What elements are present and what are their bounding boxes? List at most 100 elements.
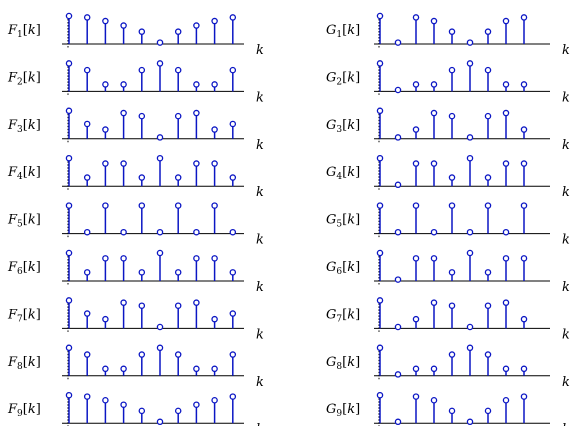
stem-marker (193, 401, 200, 408)
stem-marker (430, 109, 438, 117)
stem-marker (120, 255, 127, 262)
stem-marker (229, 269, 237, 276)
stem-marker (466, 249, 474, 257)
stem-marker (520, 160, 528, 167)
stem-marker (430, 365, 438, 373)
stem-marker (174, 407, 182, 415)
stem-marker (65, 60, 73, 67)
axis-label-k: k (562, 138, 570, 153)
stem-marker (174, 28, 182, 35)
stem-marker (466, 228, 474, 236)
panel-label: G3[k] (326, 118, 360, 135)
stem-marker (412, 14, 420, 21)
stem-marker (394, 228, 402, 236)
stem-marker (83, 174, 91, 181)
stem-marker (448, 174, 456, 181)
stem-marker (430, 17, 438, 25)
stem-marker (174, 302, 182, 309)
stem-marker (65, 344, 73, 352)
stem-marker (484, 269, 492, 276)
stem-marker (138, 407, 146, 415)
stem-marker (174, 66, 182, 74)
stem-marker (520, 365, 528, 373)
axis-label-k: k (562, 422, 570, 426)
stem-marker (466, 60, 474, 67)
stem-marker (156, 134, 164, 141)
stem-marker (394, 371, 402, 378)
stem-marker (502, 396, 510, 404)
stem-marker (65, 202, 73, 209)
right-panel-g7: G7[k] k (326, 297, 570, 342)
stem-marker (211, 365, 218, 373)
stem-marker (83, 269, 91, 276)
stem-marker (211, 202, 218, 209)
stem-marker (466, 154, 474, 162)
axis-label-k: k (256, 327, 264, 342)
stem-marker (156, 249, 164, 257)
stem-marker (484, 28, 492, 35)
stem-marker (430, 396, 438, 404)
panel-label: F1[k] (7, 23, 41, 40)
stem-marker (211, 160, 218, 167)
stem-marker (120, 22, 127, 29)
stem-marker (448, 112, 456, 120)
stem-marker (229, 228, 237, 236)
stem-marker (102, 81, 109, 88)
stem-marker (484, 302, 492, 309)
left-panel-f7: F7[k] k (7, 297, 264, 342)
panel-label: G5[k] (326, 213, 360, 230)
axis-label-k: k (256, 233, 264, 248)
right-panel-g3: G3[k] k (326, 107, 570, 153)
stem-marker (156, 154, 164, 162)
stem-marker (138, 202, 146, 209)
axis-label-k: k (256, 90, 264, 105)
stem-marker (102, 255, 109, 262)
stem-marker (448, 66, 456, 74)
stem-marker (120, 81, 127, 88)
stem-marker (211, 17, 218, 25)
panel-label: G8[k] (326, 355, 360, 372)
stem-marker (376, 154, 384, 162)
stem-marker (193, 299, 200, 306)
stem-marker (138, 351, 146, 358)
stem-marker (466, 344, 474, 352)
left-panel-f2: F2[k] k (7, 60, 264, 105)
stem-marker (174, 351, 182, 358)
stem-marker (211, 255, 218, 262)
stem-marker (412, 255, 420, 262)
stem-marker (193, 81, 200, 88)
panel-label: F8[k] (7, 355, 41, 372)
stem-marker (193, 255, 200, 262)
stem-marker (520, 81, 528, 88)
stem-marker (412, 126, 420, 133)
stem-marker (412, 160, 420, 167)
left-panel-f5: F5[k] k (7, 202, 264, 248)
stem-marker (448, 407, 456, 415)
panel-label: G9[k] (326, 402, 360, 419)
stem-marker (193, 22, 200, 29)
stem-marker (83, 351, 91, 358)
axis-label-k: k (256, 185, 264, 200)
stem-marker (412, 202, 420, 209)
panel-label: G7[k] (326, 307, 360, 324)
stem-marker (102, 365, 109, 373)
stem-marker (229, 310, 237, 317)
stem-marker (520, 14, 528, 21)
stem-marker (466, 39, 474, 46)
stem-marker (65, 297, 73, 304)
stem-marker (412, 393, 420, 400)
stem-marker (193, 365, 200, 373)
panel-label: F5[k] (7, 213, 41, 230)
panel-label: F4[k] (7, 165, 41, 182)
stem-marker (502, 160, 510, 167)
stem-marker (466, 134, 474, 141)
stem-marker (65, 249, 73, 257)
stem-marker (65, 154, 73, 162)
axis-label-k: k (256, 375, 264, 390)
stem-marker (394, 134, 402, 141)
stem-marker (211, 81, 218, 88)
stem-marker (376, 12, 384, 20)
stem-marker (120, 109, 127, 117)
stem-marker (83, 66, 91, 74)
stem-marker (520, 255, 528, 262)
